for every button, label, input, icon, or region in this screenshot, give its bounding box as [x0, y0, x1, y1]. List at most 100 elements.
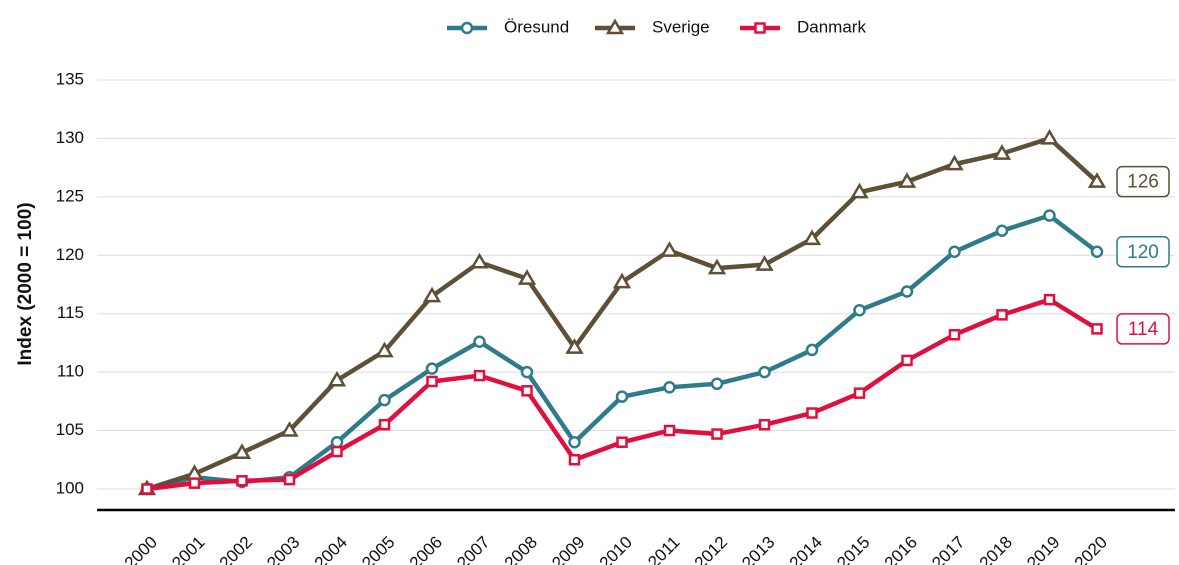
- data-point: [473, 335, 486, 348]
- data-point: [900, 285, 914, 298]
- data-point: [473, 369, 486, 382]
- data-point: [758, 418, 771, 431]
- x-tick-label: 2006: [406, 533, 446, 565]
- data-point: [707, 258, 727, 275]
- end-label: 120: [1127, 242, 1159, 263]
- data-point: [710, 377, 724, 391]
- data-point: [327, 370, 347, 387]
- data-point: [1091, 323, 1103, 335]
- data-point: [660, 241, 679, 257]
- data-point: [616, 436, 628, 448]
- data-point: [802, 229, 822, 246]
- data-point: [375, 341, 394, 358]
- data-point: [948, 328, 961, 341]
- y-tick-label: 135: [56, 69, 84, 88]
- y-tick-label: 120: [56, 245, 84, 264]
- data-point: [663, 424, 676, 437]
- x-tick-label: 2017: [928, 533, 968, 565]
- y-axis-title: Index (2000 = 100): [15, 202, 36, 365]
- data-point: [141, 483, 153, 495]
- data-point: [565, 338, 584, 354]
- legend-marker: [460, 21, 474, 35]
- x-tick-label: 2007: [453, 533, 493, 565]
- x-tick-label: 2002: [216, 533, 256, 565]
- legend-label: Öresund: [504, 17, 569, 36]
- x-tick-label: 2000: [121, 533, 161, 565]
- data-point: [992, 144, 1012, 160]
- data-point: [995, 224, 1009, 237]
- data-point: [470, 252, 489, 269]
- x-tick-label: 2005: [358, 533, 398, 565]
- data-point: [1087, 172, 1107, 188]
- data-point: [521, 385, 533, 397]
- x-tick-label: 2015: [833, 533, 873, 565]
- data-point: [853, 387, 866, 399]
- end-label-box: [1116, 236, 1170, 268]
- data-point: [758, 365, 771, 379]
- x-tick-label: 2020: [1071, 533, 1111, 565]
- data-point: [331, 445, 343, 458]
- data-point: [378, 418, 391, 431]
- data-point: [1090, 245, 1104, 259]
- data-point: [663, 381, 676, 394]
- data-point: [901, 354, 913, 367]
- data-point: [996, 309, 1008, 321]
- data-point: [615, 390, 629, 403]
- data-point: [806, 407, 818, 419]
- y-tick-label: 110: [57, 362, 84, 381]
- x-tick-label: 2016: [881, 533, 921, 565]
- data-point: [283, 473, 296, 486]
- data-point: [1043, 209, 1056, 222]
- data-point: [711, 428, 723, 440]
- data-point: [850, 182, 869, 199]
- data-point: [422, 286, 442, 303]
- data-point: [517, 269, 537, 285]
- data-point: [330, 435, 344, 449]
- data-point: [188, 477, 201, 489]
- legend-label: Danmark: [797, 17, 866, 36]
- x-tick-label: 2014: [786, 533, 826, 565]
- data-point: [612, 272, 632, 289]
- end-label-box: [1116, 313, 1170, 345]
- end-label: 114: [1128, 319, 1159, 340]
- data-point: [568, 435, 581, 449]
- data-point: [568, 454, 581, 466]
- data-point: [426, 375, 438, 388]
- y-tick-label: 100: [56, 478, 84, 497]
- legend-label: Sverige: [652, 17, 710, 36]
- x-tick-label: 2010: [596, 533, 636, 565]
- data-point: [425, 362, 439, 375]
- x-tick-label: 2019: [1023, 533, 1063, 565]
- y-tick-label: 105: [56, 420, 84, 439]
- y-tick-label: 115: [57, 303, 84, 322]
- x-tick-label: 2008: [501, 533, 541, 565]
- x-tick-label: 2013: [738, 533, 778, 565]
- end-label: 126: [1127, 172, 1159, 193]
- data-point: [236, 475, 248, 487]
- data-point: [853, 303, 866, 317]
- x-tick-label: 2011: [644, 533, 683, 565]
- data-point: [948, 245, 961, 259]
- data-point: [945, 154, 964, 171]
- data-point: [232, 443, 252, 459]
- data-point: [520, 365, 534, 379]
- x-tick-label: 2004: [311, 533, 351, 565]
- x-tick-label: 2003: [263, 533, 303, 565]
- x-tick-label: 2012: [691, 533, 731, 565]
- data-point: [378, 393, 391, 407]
- y-tick-label: 130: [56, 128, 84, 147]
- data-point: [805, 343, 819, 357]
- y-tick-label: 125: [56, 186, 84, 205]
- data-point: [1043, 293, 1056, 306]
- data-point: [897, 172, 917, 188]
- x-tick-label: 2009: [548, 533, 588, 565]
- x-tick-label: 2018: [976, 533, 1016, 565]
- end-label-box: [1116, 165, 1170, 198]
- legend-marker: [605, 18, 625, 35]
- x-tick-label: 2001: [168, 533, 208, 565]
- data-point: [1040, 128, 1059, 145]
- legend-marker: [754, 22, 766, 34]
- data-point: [755, 255, 774, 271]
- data-point: [280, 421, 299, 437]
